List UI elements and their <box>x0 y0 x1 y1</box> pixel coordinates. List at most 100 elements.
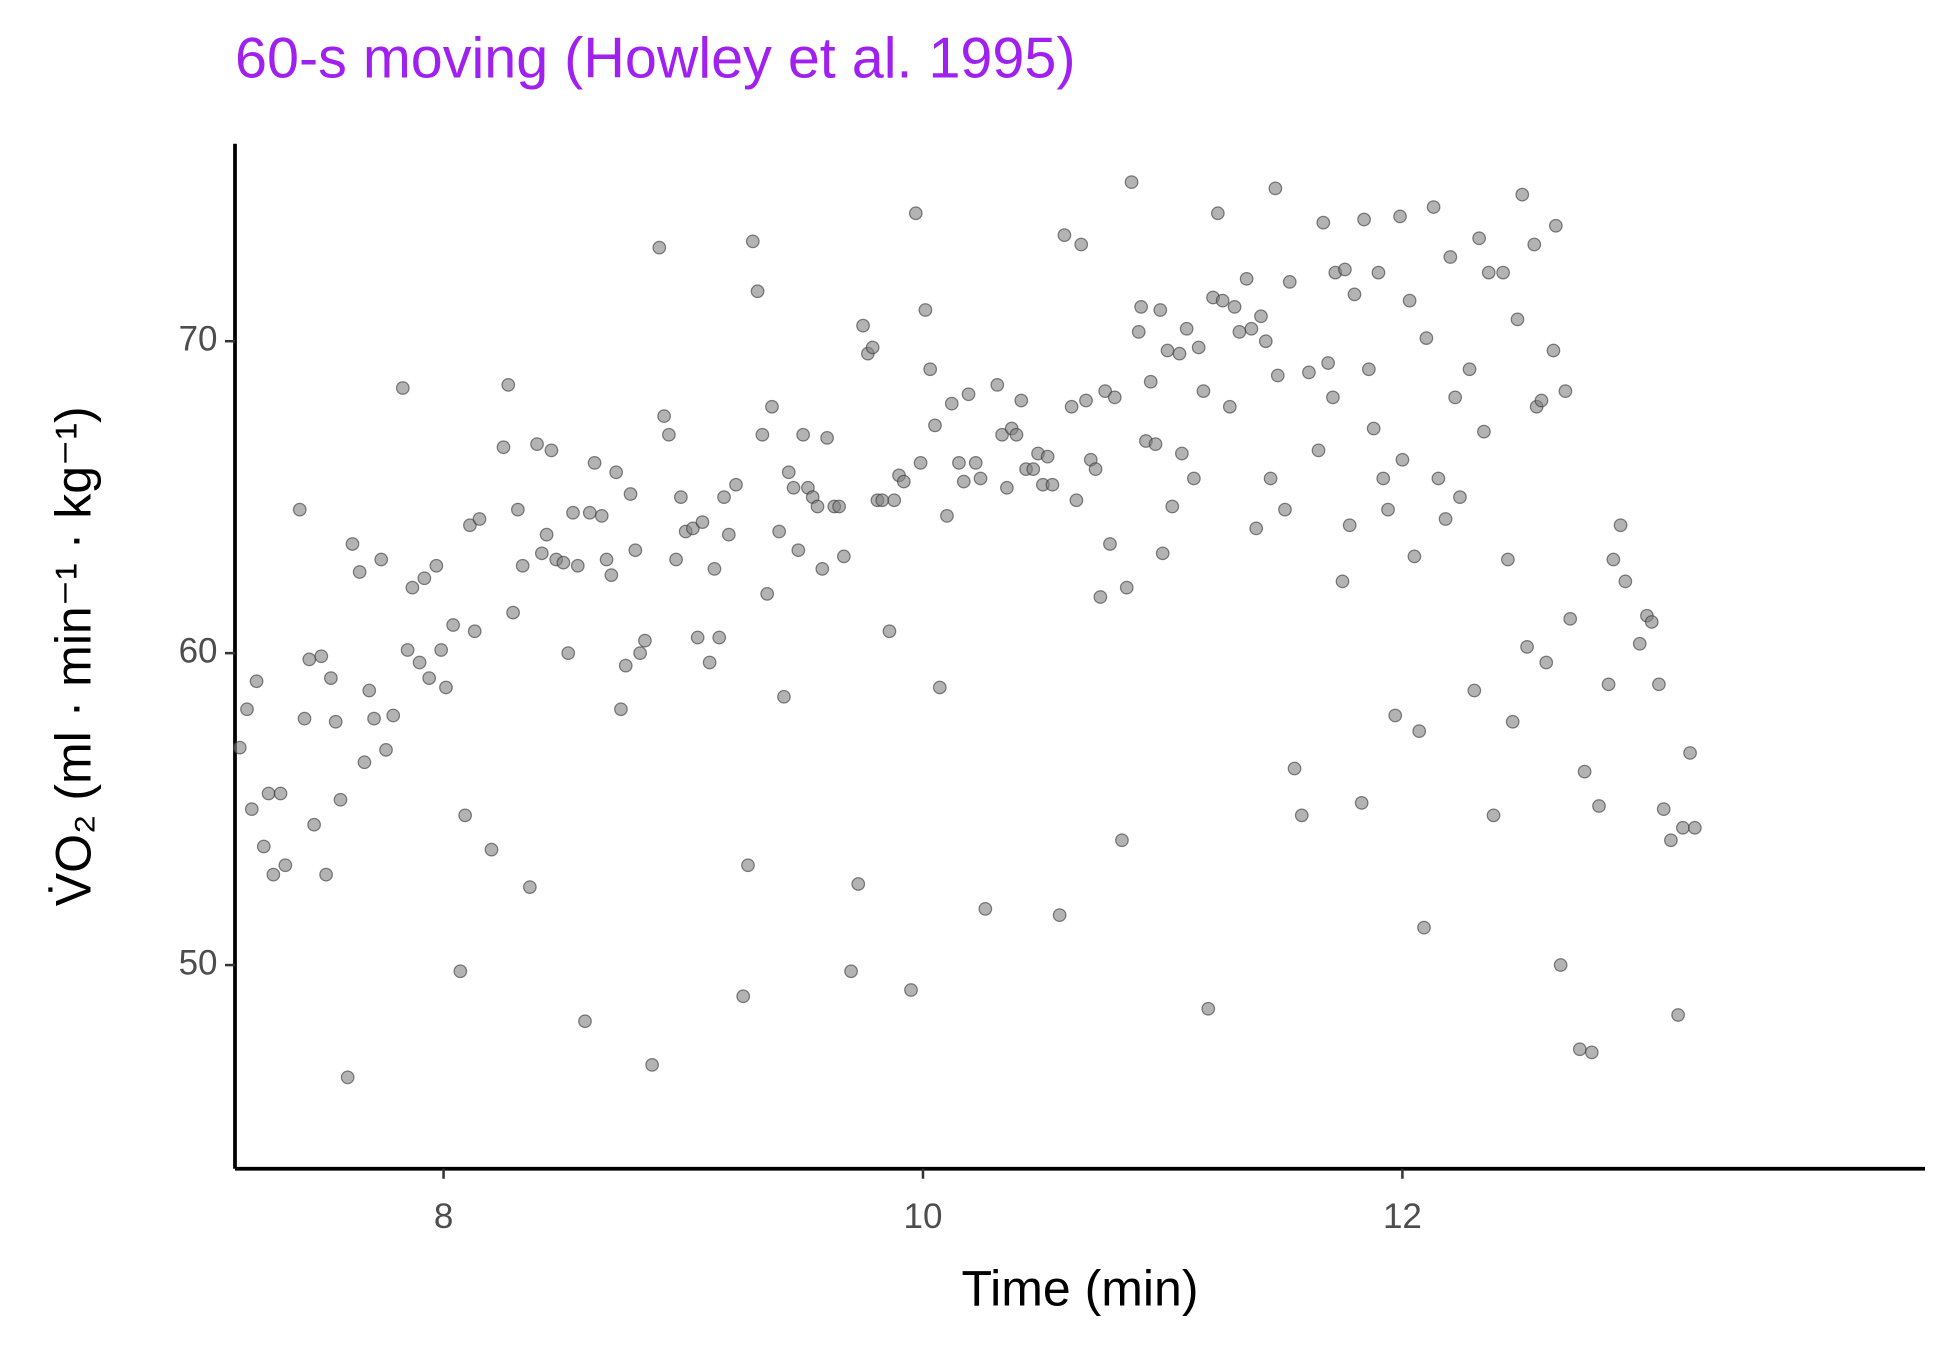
point <box>932 680 947 695</box>
point <box>429 558 444 573</box>
point <box>1311 443 1326 458</box>
y-axis-title: V̇O₂ (ml · min⁻¹ · kg⁻¹) <box>46 406 102 906</box>
point <box>594 509 609 523</box>
point <box>1606 552 1621 567</box>
point <box>1671 1008 1685 1022</box>
point <box>1134 300 1149 314</box>
point <box>515 558 530 573</box>
point <box>786 480 801 495</box>
point <box>1201 1001 1216 1016</box>
point <box>1069 493 1084 508</box>
point <box>1510 312 1525 327</box>
point <box>928 418 942 433</box>
point <box>695 515 710 529</box>
point <box>1009 427 1024 442</box>
point <box>652 240 667 255</box>
point <box>690 630 705 645</box>
point <box>1079 393 1093 408</box>
point <box>352 565 367 579</box>
point <box>1342 518 1357 533</box>
point <box>506 605 520 620</box>
point <box>1407 549 1422 564</box>
point <box>1563 611 1578 626</box>
point <box>534 546 549 561</box>
point <box>1412 724 1427 738</box>
point <box>278 858 293 873</box>
y-tick-label: 70 <box>179 319 218 358</box>
point <box>1572 1042 1587 1057</box>
point <box>1426 200 1441 214</box>
point <box>400 643 415 657</box>
point <box>1074 237 1089 252</box>
point <box>1263 471 1278 486</box>
point <box>510 502 525 517</box>
point <box>1548 218 1563 233</box>
point <box>796 427 811 442</box>
chart-title: 60-s moving (Howley et al. 1995) <box>235 27 1076 91</box>
x-tick-label: 10 <box>904 1197 943 1236</box>
point <box>1321 356 1335 370</box>
point <box>944 396 959 411</box>
point <box>896 474 911 489</box>
point <box>623 487 638 501</box>
point <box>1448 390 1463 405</box>
point <box>712 630 727 645</box>
point <box>1467 683 1482 698</box>
point <box>815 562 830 576</box>
point <box>501 377 516 392</box>
point <box>1014 393 1029 408</box>
point <box>1527 237 1542 252</box>
point <box>1501 552 1515 567</box>
point <box>1000 480 1014 495</box>
point <box>367 711 381 726</box>
point <box>434 643 449 657</box>
point <box>1268 181 1283 196</box>
point <box>1258 334 1273 349</box>
point <box>496 440 511 455</box>
point <box>618 658 633 673</box>
point <box>453 964 468 979</box>
point <box>1534 393 1549 408</box>
point <box>750 284 765 299</box>
point <box>1278 502 1292 517</box>
point <box>1376 471 1391 486</box>
point <box>1481 265 1496 280</box>
point <box>1601 677 1616 692</box>
point <box>657 409 671 423</box>
point <box>707 562 722 576</box>
point <box>1222 399 1237 414</box>
point <box>851 877 866 891</box>
point <box>1584 1045 1599 1060</box>
point <box>1388 708 1403 723</box>
point <box>1613 518 1628 533</box>
point <box>614 702 628 717</box>
point <box>472 512 487 526</box>
point <box>249 674 264 689</box>
point <box>1064 399 1079 414</box>
point <box>1175 446 1189 461</box>
point <box>745 234 760 249</box>
point <box>1249 521 1264 536</box>
point <box>1676 820 1690 835</box>
point <box>544 443 559 458</box>
point <box>1417 920 1431 935</box>
point <box>374 552 389 567</box>
point <box>856 318 870 333</box>
point <box>1131 324 1146 339</box>
point <box>628 543 643 558</box>
point <box>357 755 372 770</box>
point <box>1287 761 1302 776</box>
point <box>1592 799 1606 813</box>
point <box>1155 546 1170 561</box>
point <box>439 680 453 695</box>
y-tick-label: 60 <box>179 631 218 670</box>
point <box>1335 574 1350 589</box>
point <box>1172 346 1187 361</box>
point <box>1103 537 1117 551</box>
point <box>791 543 806 558</box>
x-tick-label: 12 <box>1383 1197 1422 1236</box>
point <box>1326 390 1340 405</box>
point <box>273 786 288 801</box>
point <box>1186 471 1201 486</box>
point <box>1496 265 1510 280</box>
